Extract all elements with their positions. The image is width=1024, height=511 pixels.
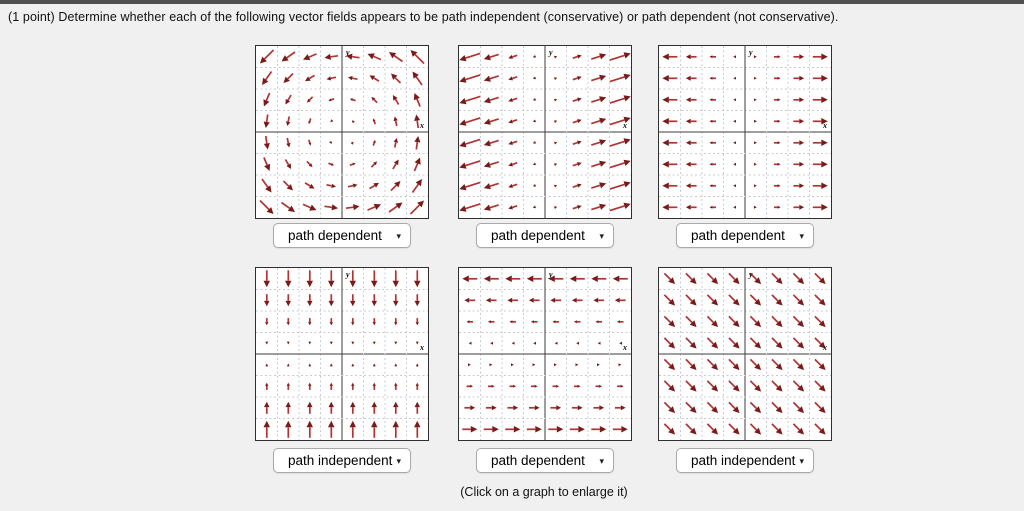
x-axis-label: x [623, 121, 627, 130]
enlarge-hint: (Click on a graph to enlarge it) [460, 485, 628, 499]
problem-statement: (1 point) Determine whether each of the … [8, 10, 839, 24]
quiver-field-5 [459, 268, 631, 440]
quiver-field-1 [256, 46, 428, 218]
y-axis-label: y [549, 270, 553, 279]
answer-select-6[interactable]: path independent ▾ [676, 448, 814, 473]
y-axis-label: y [346, 48, 350, 57]
answer-select-4-value: path independent [288, 453, 393, 468]
chevron-down-icon: ▾ [396, 231, 401, 241]
quiver-field-4 [256, 268, 428, 440]
chevron-down-icon: ▾ [599, 456, 604, 466]
answer-select-2[interactable]: path dependent ▾ [476, 223, 614, 248]
x-axis-label: x [623, 343, 627, 352]
y-axis-label: y [346, 270, 350, 279]
answer-select-5-value: path dependent [491, 453, 585, 468]
vector-field-plot-2[interactable]: y x [458, 45, 632, 219]
chevron-down-icon: ▾ [396, 456, 401, 466]
chevron-down-icon: ▾ [799, 456, 804, 466]
answer-select-4[interactable]: path independent ▾ [273, 448, 411, 473]
y-axis-label: y [549, 48, 553, 57]
answer-select-2-value: path dependent [491, 228, 585, 243]
quiver-field-6 [659, 268, 831, 440]
answer-select-3[interactable]: path dependent ▾ [676, 223, 814, 248]
quiver-field-2 [459, 46, 631, 218]
x-axis-label: x [420, 343, 424, 352]
chevron-down-icon: ▾ [799, 231, 804, 241]
answer-select-3-value: path dependent [691, 228, 785, 243]
vector-field-plot-1[interactable]: y x [255, 45, 429, 219]
x-axis-label: x [823, 343, 827, 352]
y-axis-label: y [749, 270, 753, 279]
quiver-field-3 [659, 46, 831, 218]
window-top-bar [0, 0, 1024, 4]
vector-field-plot-5[interactable]: y x [458, 267, 632, 441]
vector-field-plot-6[interactable]: y x [658, 267, 832, 441]
answer-select-1-value: path dependent [288, 228, 382, 243]
answer-select-6-value: path independent [691, 453, 796, 468]
x-axis-label: x [823, 121, 827, 130]
vector-field-plot-3[interactable]: y x [658, 45, 832, 219]
y-axis-label: y [749, 48, 753, 57]
vector-field-plot-4[interactable]: y x [255, 267, 429, 441]
answer-select-1[interactable]: path dependent ▾ [273, 223, 411, 248]
answer-select-5[interactable]: path dependent ▾ [476, 448, 614, 473]
x-axis-label: x [420, 121, 424, 130]
chevron-down-icon: ▾ [599, 231, 604, 241]
